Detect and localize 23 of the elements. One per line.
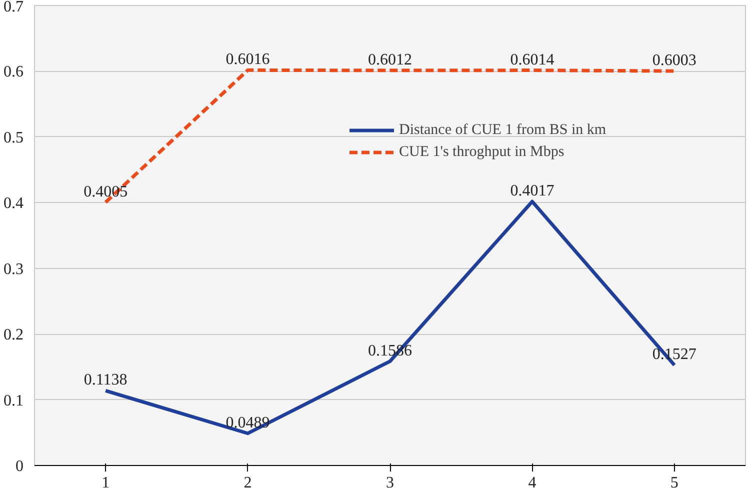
x-tick-label: 2 — [244, 474, 252, 492]
data-label: 0.6016 — [226, 51, 270, 68]
data-label: 0.4017 — [510, 182, 554, 200]
y-tick-label: 0.4 — [4, 195, 24, 212]
x-tick-label: 3 — [386, 474, 394, 492]
data-label: 0.1138 — [84, 372, 128, 389]
data-label: 0.0489 — [226, 414, 270, 432]
x-tick-label: 4 — [528, 474, 536, 492]
y-tick-label: 0.1 — [4, 392, 24, 410]
data-label: 0.6003 — [652, 52, 696, 70]
data-label: 0.6012 — [368, 51, 412, 68]
y-tick-label: 0.5 — [4, 129, 24, 146]
legend-label: Distance of CUE 1 from BS in km — [399, 122, 606, 138]
x-tick-label: 1 — [102, 474, 110, 492]
data-label: 0.4005 — [84, 183, 128, 200]
legend-label: CUE 1's throghput in Mbps — [399, 144, 564, 160]
x-tick-label: 5 — [670, 474, 678, 492]
y-tick-label: 0.2 — [4, 326, 24, 344]
y-tick-label: 0 — [16, 458, 24, 475]
data-label: 0.6014 — [510, 51, 554, 68]
y-tick-label: 0.7 — [4, 0, 24, 16]
y-tick-label: 0.3 — [4, 260, 24, 278]
y-tick-label: 0.6 — [4, 64, 24, 81]
